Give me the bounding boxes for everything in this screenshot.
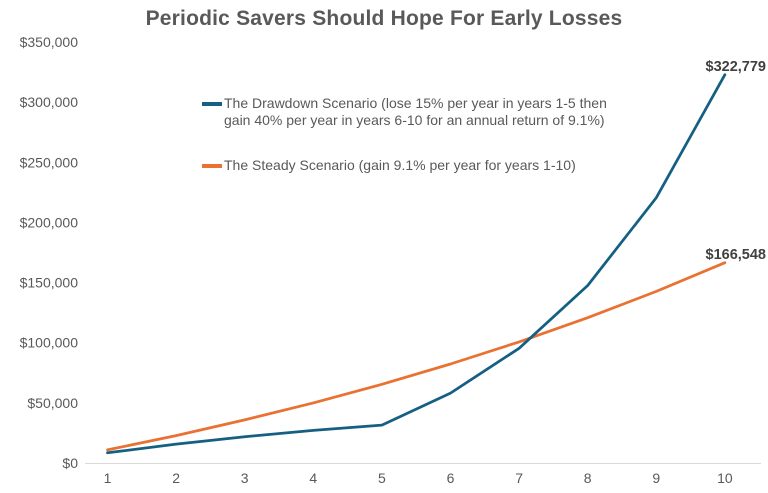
chart-title: Periodic Savers Should Hope For Early Lo… [145,7,623,30]
legend-label-drawdown-line2: gain 40% per year in years 6-10 for an a… [224,112,605,128]
steady-end-value-label: $166,548 [705,247,766,263]
x-tick-label: 3 [241,470,249,486]
x-tick-label: 8 [584,470,592,486]
legend-label-steady: The Steady Scenario (gain 9.1% per year … [224,157,576,174]
x-axis-labels: 1 2 3 4 5 6 7 8 9 10 [104,470,733,486]
legend-label-drawdown-line1: The Drawdown Scenario (lose 15% per year… [224,95,607,111]
legend-entry-drawdown: The Drawdown Scenario (lose 15% per year… [202,95,607,129]
y-tick-label: $200,000 [20,214,79,230]
y-tick-label: $50,000 [27,395,78,411]
legend-label-drawdown: The Drawdown Scenario (lose 15% per year… [224,95,607,129]
y-tick-label: $150,000 [20,275,79,291]
y-tick-label: $0 [62,455,78,471]
legend-entry-steady: The Steady Scenario (gain 9.1% per year … [202,157,576,174]
y-tick-label: $350,000 [20,34,79,50]
x-tick-label: 7 [515,470,523,486]
y-axis-labels: $0 $50,000 $100,000 $150,000 $200,000 $250,00… [20,34,79,471]
drawdown-line-swatch [202,102,222,106]
x-tick-label: 4 [309,470,317,486]
drawdown-scenario-line [106,73,727,455]
x-tick-label: 10 [717,470,733,486]
y-tick-label: $300,000 [20,94,79,110]
x-tick-label: 9 [652,470,660,486]
x-tick-label: 1 [104,470,112,486]
legend-label-steady-line1: The Steady Scenario (gain 9.1% per year … [224,157,576,173]
x-tick-label: 2 [172,470,180,486]
steady-line-swatch [202,164,222,168]
steady-scenario-line [106,261,727,452]
y-tick-label: $250,000 [20,154,79,170]
x-tick-label: 5 [378,470,386,486]
x-tick-label: 6 [447,470,455,486]
y-tick-label: $100,000 [20,335,79,351]
drawdown-end-value-label: $322,779 [705,59,766,75]
